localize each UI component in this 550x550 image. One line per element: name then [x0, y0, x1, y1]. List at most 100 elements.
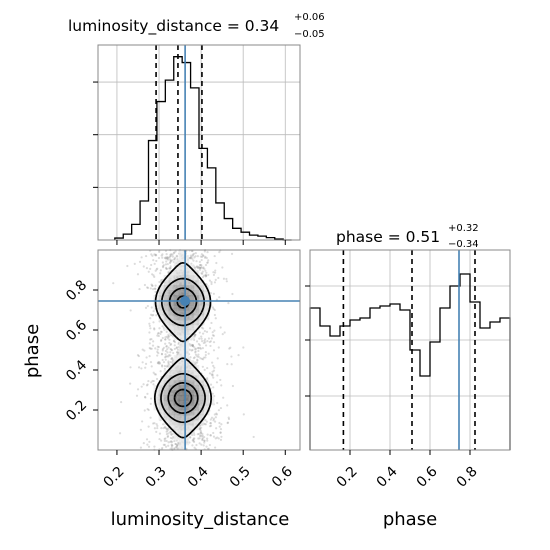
density-cell — [188, 360, 195, 366]
density-contour-1 — [160, 277, 206, 424]
scatter-point — [146, 407, 149, 411]
density-cell — [193, 315, 200, 321]
scatter-point — [156, 354, 159, 357]
scatter-point — [160, 254, 163, 257]
x-axis-label-luminosity-distance: luminosity_distance — [111, 509, 290, 530]
scatter-point — [143, 409, 146, 412]
scatter-point — [200, 426, 203, 429]
scatter-point — [158, 327, 161, 330]
density-cell — [173, 380, 180, 386]
scatter-point — [156, 350, 159, 353]
scatter-point — [219, 406, 223, 410]
density-cell — [199, 380, 205, 386]
scatter-point — [158, 432, 162, 435]
density-cell — [193, 290, 200, 296]
scatter-point — [165, 267, 168, 270]
y-tick-label-phase: 0.8 — [63, 277, 90, 304]
scatter-point — [195, 265, 199, 268]
scatter-point — [190, 262, 193, 265]
density-cell — [173, 315, 180, 321]
scatter-point — [171, 259, 174, 262]
density-cell — [199, 405, 205, 411]
scatter-point — [165, 267, 169, 271]
scatter-point — [170, 446, 173, 449]
density-cell — [199, 315, 205, 321]
scatter-point — [191, 257, 194, 260]
density-cell — [168, 370, 175, 376]
scatter-point — [158, 280, 161, 284]
scatter-point — [218, 425, 221, 428]
scatter-point — [192, 437, 195, 440]
scatter-point — [208, 443, 211, 447]
x-tick-label-phase: 0.4 — [374, 464, 401, 491]
scatter-point — [167, 334, 170, 338]
density-cell — [183, 265, 190, 271]
density-cell — [188, 380, 195, 386]
scatter-point — [210, 373, 213, 376]
scatter-point — [176, 351, 179, 354]
scatter-point — [151, 344, 155, 347]
scatter-point — [213, 329, 216, 332]
scatter-point — [218, 296, 221, 299]
density-cell — [193, 405, 200, 411]
scatter-point — [172, 339, 176, 342]
scatter-point — [173, 347, 176, 351]
density-cell — [158, 305, 164, 311]
scatter-point — [205, 274, 208, 278]
scatter-point — [150, 347, 153, 350]
density-cell — [183, 360, 190, 366]
scatter-point — [192, 438, 195, 441]
scatter-point — [154, 254, 158, 257]
scatter-point — [205, 256, 208, 260]
density-cell — [188, 415, 195, 421]
scatter-point — [204, 273, 207, 277]
density-cell — [178, 400, 185, 406]
x-tick-label-phase: 0.8 — [454, 464, 481, 491]
scatter-point — [173, 447, 176, 451]
scatter-point — [228, 347, 231, 350]
hist-ld-histogram-step — [114, 56, 292, 241]
scatter-point — [166, 348, 169, 351]
scatter-point — [167, 335, 170, 338]
scatter-point — [155, 377, 159, 381]
density-cell — [183, 390, 190, 396]
scatter-point — [197, 355, 200, 358]
scatter-point — [153, 373, 156, 376]
x-tick-label-phase: 0.2 — [334, 464, 361, 491]
scatter-point — [206, 250, 209, 254]
scatter-point — [213, 281, 217, 284]
density-cell — [178, 315, 185, 321]
scatter-point — [219, 431, 222, 434]
density-cell — [178, 405, 185, 411]
scatter-point — [151, 254, 154, 257]
density-cell — [183, 335, 190, 341]
density-cell — [178, 375, 185, 381]
scatter-point — [215, 427, 218, 430]
hist-luminosity-distance-title: luminosity_distance = 0.34 — [68, 17, 279, 36]
density-cell — [183, 310, 190, 316]
density-cell — [158, 315, 164, 321]
scatter-point — [208, 327, 212, 330]
density-cell — [188, 305, 195, 311]
scatter-point — [142, 442, 145, 445]
scatter-point — [191, 343, 194, 347]
scatter-point — [165, 256, 169, 260]
scatter-point — [195, 265, 198, 268]
density-cell — [183, 325, 190, 331]
density-cell — [183, 330, 190, 336]
scatter-point — [201, 365, 204, 368]
scatter-point — [169, 265, 172, 268]
scatter-point — [209, 418, 212, 421]
scatter-point — [163, 439, 166, 442]
scatter-point — [153, 253, 156, 256]
scatter-point — [204, 274, 208, 277]
scatter-point — [166, 364, 169, 367]
density-cell — [188, 370, 195, 376]
scatter-point — [201, 437, 204, 440]
scatter-point — [167, 432, 170, 435]
scatter-point — [193, 437, 196, 440]
scatter-point — [166, 256, 169, 259]
scatter-point — [154, 269, 157, 272]
scatter-point — [215, 381, 219, 384]
scatter-point — [164, 257, 167, 260]
